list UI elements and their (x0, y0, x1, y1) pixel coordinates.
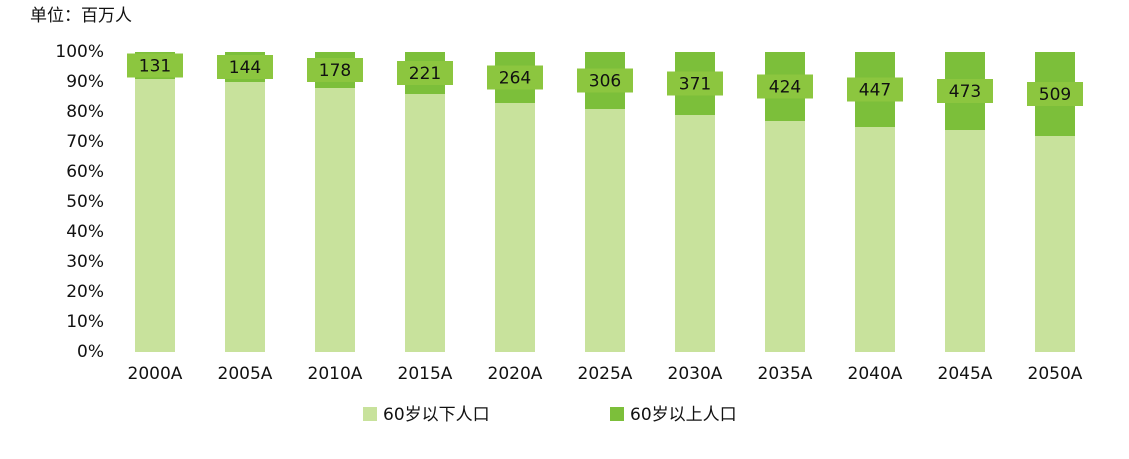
x-tick-label: 2000A (128, 364, 183, 384)
x-tick-label: 2030A (668, 364, 723, 384)
x-tick-label: 2015A (398, 364, 453, 384)
bar-segment (765, 121, 805, 352)
bar-segment (945, 130, 985, 352)
data-label: 424 (769, 78, 801, 98)
x-tick-label: 2045A (938, 364, 993, 384)
y-tick-label: 60% (66, 162, 104, 182)
legend-label: 60岁以上人口 (630, 405, 737, 425)
bar-segment (225, 82, 265, 352)
x-tick-label: 2020A (488, 364, 543, 384)
data-label-box (937, 79, 993, 103)
x-tick-label: 2035A (758, 364, 813, 384)
data-label-box (1027, 82, 1083, 106)
legend-swatch (610, 407, 624, 421)
bar-segment (585, 109, 625, 352)
data-label-box (847, 77, 903, 102)
bar-segment (1035, 136, 1075, 352)
data-label: 178 (319, 61, 351, 81)
data-label: 473 (949, 82, 981, 102)
bar-segment (495, 103, 535, 352)
y-tick-label: 80% (66, 102, 104, 122)
data-label-box (127, 53, 183, 78)
x-tick-label: 2040A (848, 364, 903, 384)
data-label-box (217, 55, 273, 79)
y-tick-label: 40% (66, 222, 104, 242)
bar-segment (675, 115, 715, 352)
data-label: 144 (229, 58, 261, 78)
legend-swatch (363, 407, 377, 421)
data-label-box (397, 61, 453, 85)
y-tick-label: 90% (66, 72, 104, 92)
x-tick-label: 2010A (308, 364, 363, 384)
data-label: 264 (499, 69, 531, 89)
data-label: 131 (139, 57, 171, 77)
y-tick-label: 50% (66, 192, 104, 212)
data-label: 447 (859, 81, 891, 101)
bar-segment (135, 79, 175, 352)
y-tick-label: 20% (66, 282, 104, 302)
data-label-box (577, 68, 633, 93)
bar-segment (405, 94, 445, 352)
bar-segment (855, 127, 895, 352)
y-tick-label: 0% (77, 342, 104, 362)
data-label: 221 (409, 64, 441, 84)
data-label: 306 (589, 72, 621, 92)
y-tick-label: 30% (66, 252, 104, 272)
data-label-box (487, 65, 543, 90)
bar-segment (315, 88, 355, 352)
chart-subtitle: 单位：百万人 (30, 6, 132, 26)
x-tick-label: 2025A (578, 364, 633, 384)
y-tick-label: 70% (66, 132, 104, 152)
x-tick-label: 2050A (1028, 364, 1083, 384)
x-tick-label: 2005A (218, 364, 273, 384)
data-label-box (757, 74, 813, 99)
data-label-box (307, 58, 363, 82)
data-label-box (667, 71, 723, 96)
data-label: 509 (1039, 85, 1071, 105)
legend-label: 60岁以下人口 (383, 405, 490, 425)
data-label: 371 (679, 75, 711, 95)
y-tick-label: 10% (66, 312, 104, 332)
y-tick-label: 100% (55, 42, 104, 62)
